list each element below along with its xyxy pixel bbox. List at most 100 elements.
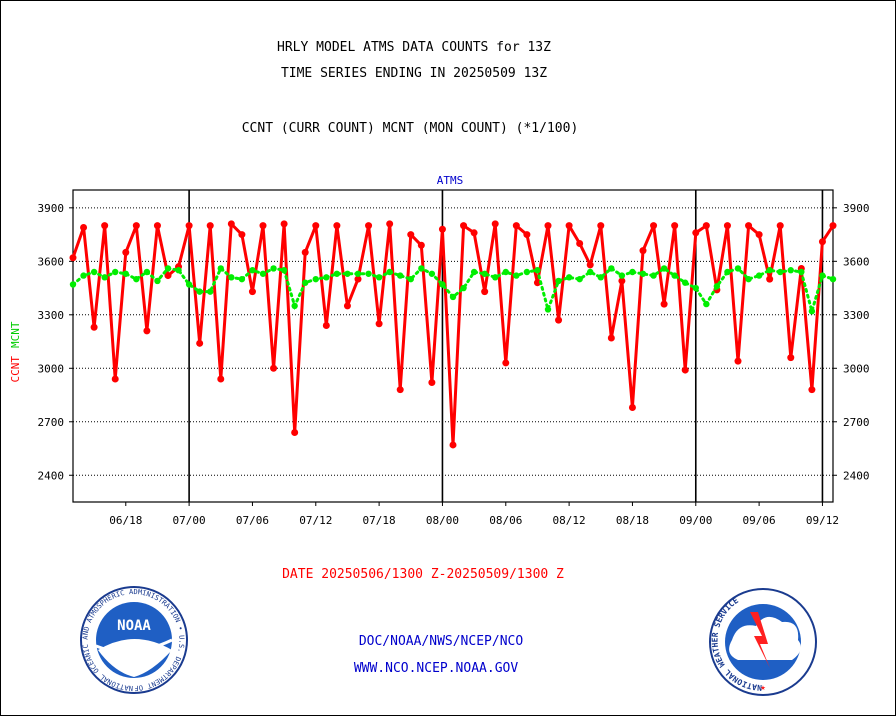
point-mcnt xyxy=(745,275,752,283)
point-mcnt xyxy=(608,265,615,272)
point-ccnt xyxy=(618,277,626,285)
point-mcnt xyxy=(280,267,288,274)
point-mcnt xyxy=(386,268,393,276)
point-ccnt xyxy=(375,320,383,328)
point-mcnt xyxy=(692,284,699,292)
point-mcnt xyxy=(80,272,87,279)
point-mcnt xyxy=(534,267,541,274)
series-layer xyxy=(69,220,837,449)
point-ccnt xyxy=(428,379,436,387)
point-ccnt xyxy=(787,354,795,362)
point-mcnt xyxy=(787,267,794,274)
point-mcnt xyxy=(175,267,182,274)
chart-subtitle: CCNT (CURR COUNT) MCNT (MON COUNT) (*1/1… xyxy=(242,121,579,136)
point-mcnt xyxy=(565,274,573,281)
point-ccnt xyxy=(491,220,499,228)
point-ccnt xyxy=(544,222,552,230)
point-mcnt xyxy=(354,270,362,277)
website-label: WWW.NCO.NCEP.NOAA.GOV xyxy=(354,661,519,676)
point-ccnt xyxy=(766,275,774,283)
point-ccnt xyxy=(481,288,489,296)
point-ccnt xyxy=(470,229,478,237)
y-tick-label-left: 3300 xyxy=(38,309,65,322)
point-mcnt xyxy=(470,268,478,276)
point-ccnt xyxy=(460,222,468,230)
point-ccnt xyxy=(322,321,330,329)
point-mcnt xyxy=(428,270,436,277)
point-mcnt xyxy=(682,279,689,286)
point-mcnt xyxy=(270,265,277,272)
point-mcnt xyxy=(133,275,140,283)
point-mcnt xyxy=(439,281,446,288)
point-mcnt xyxy=(154,277,161,285)
point-ccnt xyxy=(660,300,668,308)
point-ccnt xyxy=(586,261,594,269)
point-ccnt xyxy=(692,229,700,237)
point-mcnt xyxy=(302,279,309,286)
x-tick-label: 08/00 xyxy=(426,514,459,527)
point-ccnt xyxy=(734,357,742,365)
point-ccnt xyxy=(808,386,816,394)
point-mcnt xyxy=(597,274,604,281)
point-mcnt xyxy=(196,288,203,295)
point-mcnt xyxy=(660,265,668,272)
org-path-label: DOC/NOAA/NWS/NCEP/NCO xyxy=(359,634,524,649)
point-mcnt xyxy=(523,268,531,276)
point-ccnt xyxy=(386,220,394,228)
point-ccnt xyxy=(111,375,119,383)
noaa-wave xyxy=(95,638,173,654)
x-tick-label: 07/12 xyxy=(299,514,332,527)
point-ccnt xyxy=(217,375,225,383)
point-mcnt xyxy=(365,270,372,277)
point-mcnt xyxy=(829,275,837,283)
point-mcnt xyxy=(724,268,731,276)
y-tick-label-right: 3300 xyxy=(843,309,870,322)
point-ccnt xyxy=(407,231,415,239)
point-ccnt xyxy=(143,327,151,335)
point-ccnt xyxy=(438,225,446,233)
point-ccnt xyxy=(417,241,425,249)
point-ccnt xyxy=(576,239,584,247)
y-axis-label-group: CCNT MCNT xyxy=(9,321,22,382)
point-mcnt xyxy=(618,272,626,279)
x-tick-label: 09/06 xyxy=(743,514,776,527)
point-ccnt xyxy=(196,339,204,347)
point-ccnt xyxy=(829,222,837,230)
point-ccnt xyxy=(449,441,457,449)
point-ccnt xyxy=(90,323,98,331)
chart-title-line2: TIME SERIES ENDING IN 20250509 13Z xyxy=(281,66,547,81)
point-ccnt xyxy=(628,404,636,412)
point-mcnt xyxy=(502,268,509,276)
point-mcnt xyxy=(101,274,108,281)
point-mcnt xyxy=(492,274,499,281)
y-tick-label-left: 3600 xyxy=(38,255,65,268)
y-tick-label-right: 2400 xyxy=(843,469,870,482)
point-ccnt xyxy=(291,428,299,436)
point-mcnt xyxy=(481,270,488,277)
point-ccnt xyxy=(354,275,362,283)
point-ccnt xyxy=(365,222,373,230)
y-tick-label-left: 2400 xyxy=(38,469,65,482)
point-mcnt xyxy=(639,270,647,277)
point-mcnt xyxy=(375,274,383,281)
point-mcnt xyxy=(576,275,583,283)
point-mcnt xyxy=(713,283,721,290)
point-ccnt xyxy=(343,302,351,310)
point-mcnt xyxy=(291,302,298,310)
point-ccnt xyxy=(555,316,563,324)
point-ccnt xyxy=(248,288,256,296)
point-mcnt xyxy=(407,275,414,283)
point-mcnt xyxy=(650,272,657,279)
point-ccnt xyxy=(650,222,658,230)
point-mcnt xyxy=(112,268,119,276)
point-mcnt xyxy=(217,265,224,272)
point-ccnt xyxy=(270,364,278,372)
x-tick-label: 09/12 xyxy=(806,514,839,527)
plot-title: ATMS xyxy=(437,174,464,187)
point-ccnt xyxy=(565,222,573,230)
y-tick-label-right: 3000 xyxy=(843,362,870,375)
point-ccnt xyxy=(164,272,172,280)
point-mcnt xyxy=(798,268,805,276)
